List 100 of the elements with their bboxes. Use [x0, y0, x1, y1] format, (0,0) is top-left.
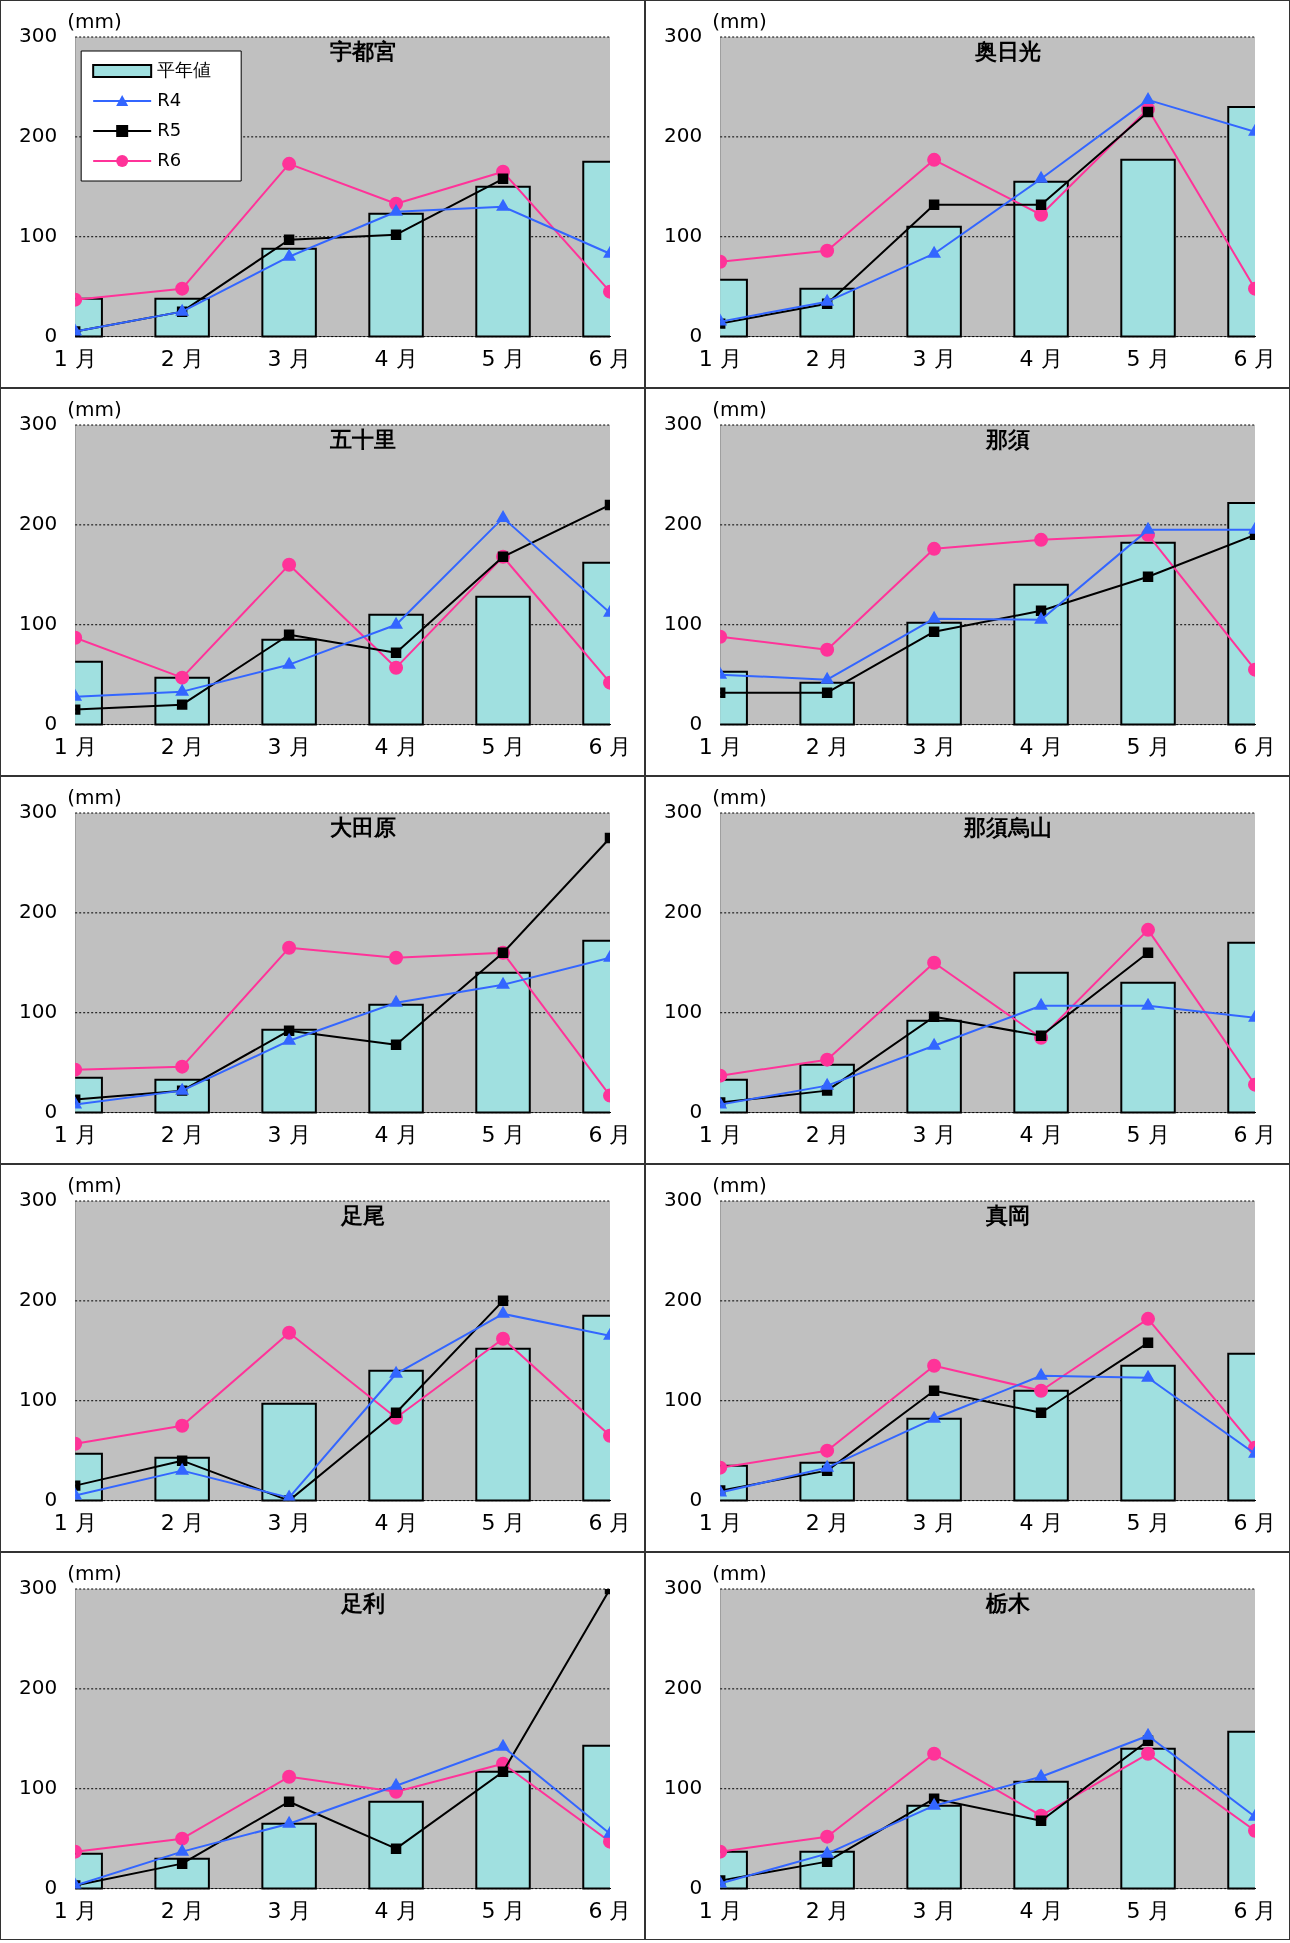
y-tick-label: 300	[663, 1187, 703, 1212]
y-axis-title: (mm)	[712, 1173, 767, 1198]
x-tick-label: 4 月	[1019, 345, 1063, 371]
y-tick-label: 100	[663, 1386, 703, 1411]
x-tick-label: 2 月	[160, 1509, 204, 1535]
y-tick-label: 300	[663, 411, 703, 436]
x-tick-label: 4 月	[374, 345, 418, 371]
x-tick-label: 6 月	[1233, 1509, 1277, 1535]
y-axis-title: (mm)	[67, 785, 122, 810]
chart-title: 宇都宮	[329, 38, 396, 64]
y-axis-title: (mm)	[712, 397, 767, 422]
x-tick-label: 6 月	[1233, 1897, 1277, 1923]
y-tick-label: 200	[663, 1675, 703, 1700]
y-tick-label: 0	[44, 322, 58, 347]
y-tick-label: 0	[44, 1486, 58, 1511]
x-tick-label: 5 月	[1126, 1897, 1170, 1923]
y-tick-label: 200	[663, 123, 703, 148]
x-tick-label: 4 月	[374, 1121, 418, 1147]
x-tick-label: 3 月	[267, 1509, 311, 1535]
x-tick-label: 3 月	[267, 1897, 311, 1923]
y-tick-label: 100	[18, 1386, 58, 1411]
y-tick-label: 100	[663, 222, 703, 247]
y-axis-title: (mm)	[67, 1173, 122, 1198]
y-axis-title: (mm)	[67, 1561, 122, 1586]
y-tick-label: 300	[18, 23, 58, 48]
chart-title: 栃木	[984, 1590, 1031, 1616]
chart-title: 足利	[339, 1590, 385, 1616]
x-tick-label: 6 月	[588, 1121, 632, 1147]
x-tick-label: 4 月	[374, 1509, 418, 1535]
chart-title: 奥日光	[973, 38, 1041, 64]
chart-title: 大田原	[329, 814, 396, 840]
y-tick-label: 200	[18, 1675, 58, 1700]
x-tick-label: 2 月	[805, 1897, 849, 1923]
y-tick-label: 0	[689, 1486, 703, 1511]
x-tick-label: 1 月	[53, 733, 97, 759]
x-tick-label: 4 月	[374, 1897, 418, 1923]
x-tick-label: 6 月	[588, 345, 632, 371]
x-tick-label: 3 月	[912, 1897, 956, 1923]
x-tick-label: 6 月	[588, 1509, 632, 1535]
y-axis-title: (mm)	[712, 1561, 767, 1586]
x-tick-label: 3 月	[912, 345, 956, 371]
y-tick-label: 100	[18, 1774, 58, 1799]
x-tick-label: 1 月	[53, 1121, 97, 1147]
legend-label: R4	[157, 88, 182, 110]
x-tick-label: 1 月	[53, 1897, 97, 1923]
y-tick-label: 0	[689, 322, 703, 347]
x-tick-label: 3 月	[267, 733, 311, 759]
x-tick-label: 2 月	[160, 733, 204, 759]
y-tick-label: 0	[44, 1874, 58, 1899]
x-tick-label: 6 月	[588, 1897, 632, 1923]
x-tick-label: 4 月	[374, 733, 418, 759]
x-tick-label: 3 月	[912, 733, 956, 759]
x-tick-label: 6 月	[1233, 1121, 1277, 1147]
legend-label: 平年値	[157, 58, 212, 80]
chart-title: 足尾	[339, 1202, 385, 1228]
y-tick-label: 0	[689, 1098, 703, 1123]
y-tick-label: 200	[663, 1287, 703, 1312]
y-tick-label: 100	[663, 610, 703, 635]
x-tick-label: 5 月	[481, 1121, 525, 1147]
x-tick-label: 1 月	[53, 1509, 97, 1535]
y-tick-label: 200	[663, 899, 703, 924]
chart-title: 那須	[984, 426, 1030, 452]
y-tick-label: 300	[663, 1575, 703, 1600]
y-tick-label: 100	[18, 998, 58, 1023]
y-tick-label: 300	[18, 1187, 58, 1212]
y-tick-label: 0	[44, 1098, 58, 1123]
y-tick-label: 200	[18, 899, 58, 924]
x-tick-label: 3 月	[267, 345, 311, 371]
y-tick-label: 300	[18, 799, 58, 824]
x-tick-label: 6 月	[1233, 345, 1277, 371]
chart-title: 那須烏山	[962, 814, 1052, 840]
y-tick-label: 200	[18, 1287, 58, 1312]
y-tick-label: 300	[18, 411, 58, 436]
y-tick-label: 300	[18, 1575, 58, 1600]
y-tick-label: 200	[663, 511, 703, 536]
x-tick-label: 5 月	[1126, 345, 1170, 371]
x-tick-label: 3 月	[912, 1121, 956, 1147]
x-tick-label: 2 月	[160, 1897, 204, 1923]
x-tick-label: 5 月	[1126, 1121, 1170, 1147]
y-tick-label: 100	[18, 610, 58, 635]
x-tick-label: 1 月	[698, 1897, 742, 1923]
y-axis-title: (mm)	[67, 9, 122, 34]
x-tick-label: 1 月	[698, 733, 742, 759]
y-tick-label: 0	[689, 710, 703, 735]
y-axis-title: (mm)	[712, 785, 767, 810]
x-tick-label: 3 月	[912, 1509, 956, 1535]
x-tick-label: 5 月	[481, 345, 525, 371]
x-tick-label: 5 月	[1126, 733, 1170, 759]
y-axis-title: (mm)	[712, 9, 767, 34]
x-tick-label: 2 月	[805, 1121, 849, 1147]
y-tick-label: 0	[44, 710, 58, 735]
x-tick-label: 3 月	[267, 1121, 311, 1147]
x-tick-label: 2 月	[805, 1509, 849, 1535]
legend-label: R6	[157, 148, 182, 170]
x-tick-label: 5 月	[481, 733, 525, 759]
x-tick-label: 2 月	[805, 345, 849, 371]
y-tick-label: 300	[663, 799, 703, 824]
y-tick-label: 100	[663, 998, 703, 1023]
x-tick-label: 4 月	[1019, 1897, 1063, 1923]
legend-label: R5	[157, 118, 182, 140]
